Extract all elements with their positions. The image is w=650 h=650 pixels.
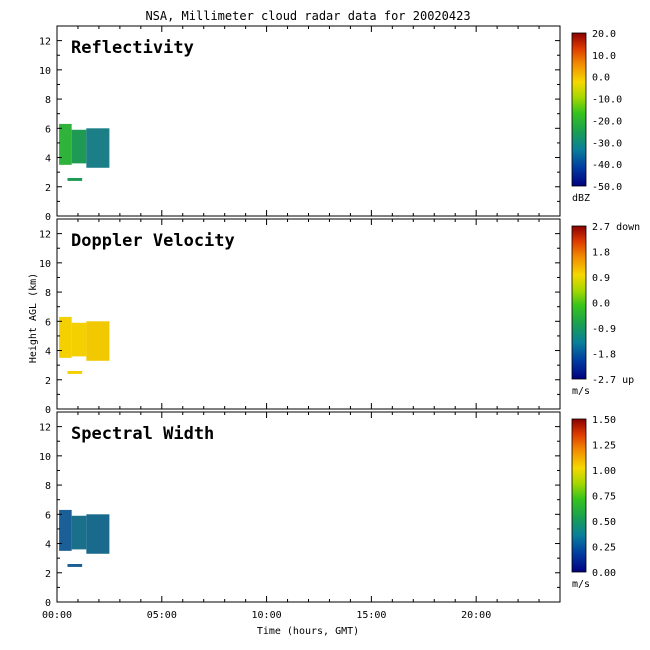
y-tick-label: 10	[39, 259, 51, 270]
y-tick-label: 8	[45, 481, 51, 492]
x-tick-label: 05:00	[147, 610, 177, 621]
colorbar-label: 20.0	[592, 29, 616, 40]
x-tick-label: 20:00	[461, 610, 491, 621]
colorbar-label: 2.7 down	[592, 222, 640, 233]
data-region-1	[71, 322, 87, 357]
colorbar-label: 1.50	[592, 415, 616, 426]
data-region-3	[67, 178, 83, 181]
panel-title: Spectral Width	[71, 424, 214, 444]
y-tick-label: 4	[45, 347, 51, 358]
data-region-3	[67, 371, 83, 374]
colorbar-label: -40.0	[592, 160, 622, 171]
y-tick-label: 4	[45, 540, 51, 551]
data-region-2	[86, 514, 110, 554]
colorbar-label: 1.00	[592, 466, 616, 477]
data-region-2	[86, 128, 110, 168]
panel-2: Spectral Width 0 2 4 6 8 10 12 00:00 05:00 10:00 15…	[39, 411, 616, 621]
y-tick-label: 6	[45, 317, 51, 328]
colorbar-label: -10.0	[592, 95, 622, 106]
y-axis-label: Height AGL (km)	[28, 273, 39, 363]
y-tick-label: 10	[39, 452, 51, 463]
colorbar-label: 1.8	[592, 248, 610, 259]
data-region-2	[86, 321, 110, 361]
colorbar-label: -0.9	[592, 324, 616, 335]
colorbar-label: 0.0	[592, 73, 610, 84]
y-tick-label: 6	[45, 510, 51, 521]
colorbar-label: -20.0	[592, 116, 622, 127]
y-tick-label: 12	[39, 423, 51, 434]
colorbar-unit: dBZ	[572, 193, 590, 204]
colorbar-label: 0.9	[592, 273, 610, 284]
y-tick-label: 12	[39, 230, 51, 241]
colorbar-label: 0.75	[592, 492, 616, 503]
colorbar-label: -30.0	[592, 138, 622, 149]
y-tick-label: 2	[45, 183, 51, 194]
colorbar-label: -1.8	[592, 350, 616, 361]
colorbar-label: 10.0	[592, 51, 616, 62]
colorbar-label: 0.25	[592, 543, 616, 554]
y-tick-label: 0	[45, 405, 51, 416]
colorbar-label: 1.25	[592, 441, 616, 452]
colorbar-label: 0.50	[592, 517, 616, 528]
panel-0: Reflectivity 0 2 4 6 8 10 12 20.0 10.0 0.0 -10.0 -20…	[39, 25, 622, 223]
colorbar-unit: m/s	[572, 386, 590, 397]
colorbar-label: 0.00	[592, 568, 616, 579]
y-tick-label: 8	[45, 288, 51, 299]
panel-1: Doppler Velocity 0 2 4 6 8 10 12 2.7 down 1.8 0.9 0…	[39, 218, 640, 416]
panel-title: Reflectivity	[71, 38, 194, 58]
panel-title: Doppler Velocity	[71, 231, 235, 251]
y-tick-label: 0	[45, 212, 51, 223]
y-tick-label: 6	[45, 124, 51, 135]
colorbar	[571, 225, 587, 380]
x-tick-label: 15:00	[356, 610, 386, 621]
x-tick-label: 10:00	[252, 610, 282, 621]
y-tick-label: 0	[45, 598, 51, 609]
data-region-1	[71, 129, 87, 164]
colorbar-label: 0.0	[592, 299, 610, 310]
colorbar	[571, 32, 587, 187]
data-region-0	[59, 509, 72, 551]
y-tick-label: 8	[45, 95, 51, 106]
y-tick-label: 2	[45, 376, 51, 387]
x-axis-label: Time (hours, GMT)	[257, 626, 359, 637]
y-tick-label: 12	[39, 37, 51, 48]
x-tick-label: 00:00	[42, 610, 72, 621]
y-tick-label: 2	[45, 569, 51, 580]
data-region-0	[59, 316, 72, 358]
colorbar-label: -50.0	[592, 182, 622, 193]
colorbar-label: -2.7 up	[592, 375, 634, 386]
colorbar	[571, 418, 587, 573]
figure-title: NSA, Millimeter cloud radar data for 200…	[145, 9, 470, 23]
y-tick-label: 10	[39, 66, 51, 77]
y-tick-label: 4	[45, 154, 51, 165]
colorbar-unit: m/s	[572, 579, 590, 590]
data-region-3	[67, 564, 83, 567]
data-region-0	[59, 123, 72, 165]
data-region-1	[71, 515, 87, 550]
